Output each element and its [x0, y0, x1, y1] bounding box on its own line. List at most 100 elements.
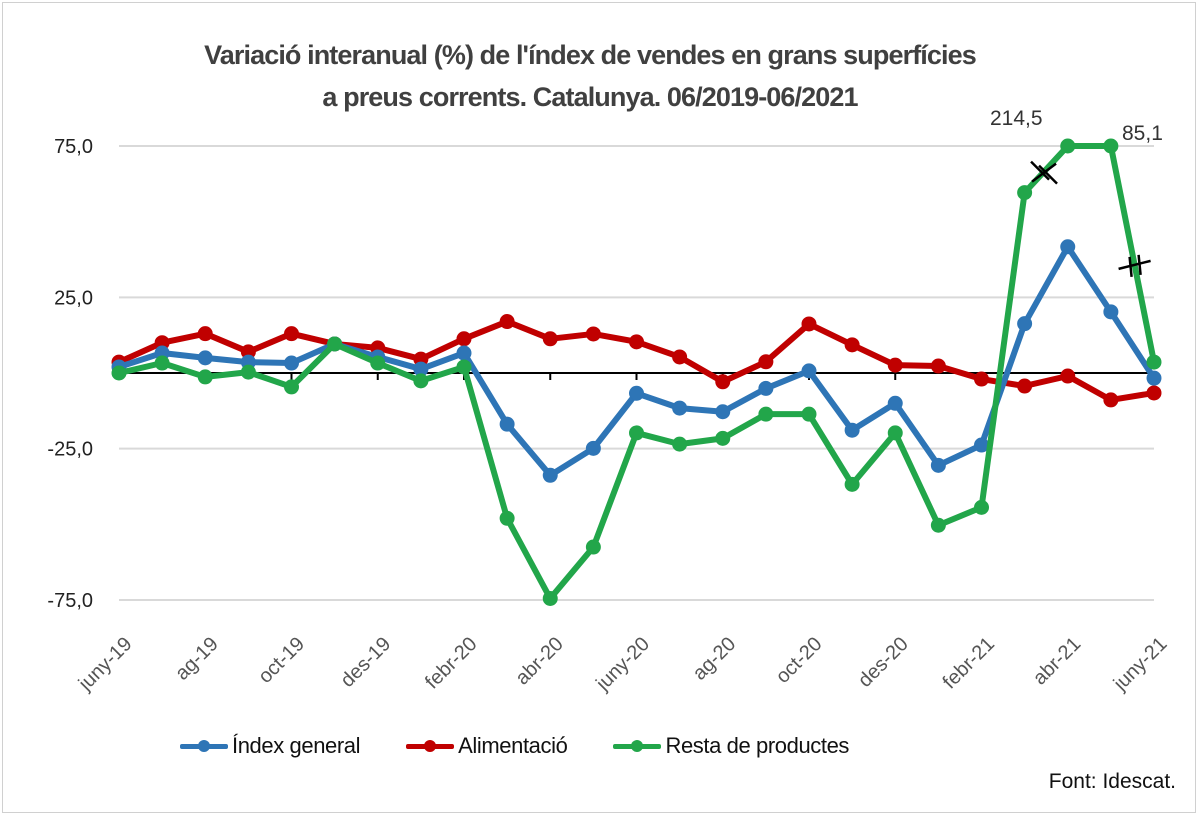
- data-point: [413, 373, 429, 389]
- chart-title-line-2: a preus corrents. Catalunya. 06/2019-06/…: [322, 82, 858, 112]
- x-tick-label: febr-20: [421, 633, 481, 693]
- x-axis-tick-labels: juny-19 ag-19 oct-19 des-19 febr-20 abr-20 jun…: [74, 633, 1172, 696]
- data-point: [111, 365, 127, 381]
- x-tick-label: juny-21: [1109, 633, 1172, 696]
- legend-label: Resta de productes: [665, 733, 850, 758]
- data-point: [542, 467, 558, 483]
- break-stroke: [1030, 160, 1050, 181]
- legend-label: Alimentació: [458, 733, 568, 758]
- data-point: [672, 349, 688, 365]
- data-point: [887, 395, 903, 411]
- data-point: [758, 354, 774, 370]
- legend-item-alimentacio[interactable]: Alimentació: [406, 733, 568, 759]
- legend-swatch-resta-de-productes: [613, 739, 662, 753]
- data-point: [542, 590, 558, 606]
- data-point: [1060, 368, 1076, 384]
- data-point: [930, 457, 946, 473]
- break-stroke: [1128, 256, 1133, 277]
- data-point: [974, 371, 989, 387]
- data-point: [284, 355, 299, 371]
- data-point: [370, 355, 386, 371]
- data-point: [1146, 385, 1162, 401]
- data-point: [844, 422, 860, 438]
- legend-label: Índex general: [232, 733, 361, 758]
- data-point: [801, 406, 817, 422]
- chart-title: Variació interanual (%) de l'índex de ve…: [0, 34, 1180, 118]
- data-point: [327, 336, 343, 352]
- x-tick-label: ag-19: [171, 633, 223, 685]
- data-point: [542, 331, 558, 347]
- y-tick-label: -75,0: [47, 590, 93, 612]
- data-point: [154, 355, 170, 371]
- data-point: [672, 400, 688, 416]
- data-point: [456, 359, 472, 375]
- y-tick-label: 25,0: [54, 287, 93, 309]
- legend-item-resta-de-productes[interactable]: Resta de productes: [613, 733, 849, 759]
- data-point: [844, 337, 860, 353]
- x-tick-label: juny-19: [74, 633, 137, 696]
- data-point: [1060, 138, 1076, 154]
- data-point: [715, 404, 731, 420]
- data-point: [930, 358, 946, 374]
- x-tick-label: des-20: [854, 633, 913, 692]
- data-point: [974, 499, 989, 515]
- break-stroke: [1038, 164, 1058, 185]
- data-point: [715, 430, 731, 446]
- annotation-214-5: 214,5: [990, 107, 1043, 130]
- data-point: [887, 425, 903, 441]
- data-point: [758, 406, 774, 422]
- series-lines: [111, 138, 1162, 606]
- data-point: [844, 476, 860, 492]
- data-point: [930, 517, 946, 533]
- chart-title-line-1: Variació interanual (%) de l'índex de ve…: [204, 40, 977, 70]
- x-tick-label: abr-20: [511, 633, 567, 689]
- axis-break-markers: [1030, 160, 1151, 277]
- legend-swatch-index-general: [180, 739, 228, 753]
- data-point: [1146, 354, 1162, 370]
- y-axis-tick-labels: 75,0 25,0 -25,0 -75,0: [47, 136, 93, 612]
- data-point: [715, 374, 731, 390]
- data-point: [499, 416, 515, 432]
- data-point: [1103, 392, 1119, 408]
- data-point: [1060, 239, 1076, 255]
- annotations: 214,5 85,1: [990, 107, 1163, 145]
- data-point: [197, 369, 213, 385]
- break-marker-abr-21: [1030, 160, 1058, 185]
- x-tick-label: febr-21: [939, 633, 999, 693]
- data-point: [1017, 378, 1033, 394]
- annotation-85-1: 85,1: [1122, 122, 1163, 145]
- break-stroke: [1137, 254, 1142, 275]
- data-point: [499, 314, 515, 330]
- data-point: [801, 316, 817, 332]
- x-tick-label: ag-20: [689, 633, 741, 685]
- data-point: [240, 364, 256, 380]
- data-point: [629, 334, 644, 350]
- x-tick-label: des-19: [336, 633, 395, 692]
- data-point: [1103, 304, 1119, 320]
- data-point: [585, 440, 601, 456]
- data-point: [629, 425, 644, 441]
- x-tick-label: juny-20: [591, 633, 654, 696]
- x-tick-label: oct-19: [254, 633, 309, 688]
- data-point: [284, 326, 299, 342]
- data-point: [1103, 138, 1119, 154]
- data-point: [1017, 316, 1033, 332]
- source-note: Font: Idescat.: [1048, 770, 1176, 793]
- y-tick-label: 75,0: [54, 136, 93, 158]
- data-point: [456, 345, 472, 361]
- legend: Índex general Alimentació Resta de produ…: [180, 728, 895, 764]
- x-tick-label: oct-20: [772, 633, 827, 688]
- data-point: [1017, 185, 1033, 201]
- data-point: [456, 331, 472, 347]
- break-marker-maig-21: [1118, 254, 1151, 277]
- break-stroke: [1118, 259, 1151, 271]
- data-point: [585, 326, 601, 342]
- data-point: [1146, 370, 1162, 386]
- data-point: [758, 380, 774, 396]
- data-point: [197, 350, 213, 366]
- data-point: [585, 539, 601, 555]
- legend-item-index-general[interactable]: Índex general: [180, 733, 361, 759]
- data-point: [629, 385, 644, 401]
- series-resta-de-productes: [111, 138, 1162, 606]
